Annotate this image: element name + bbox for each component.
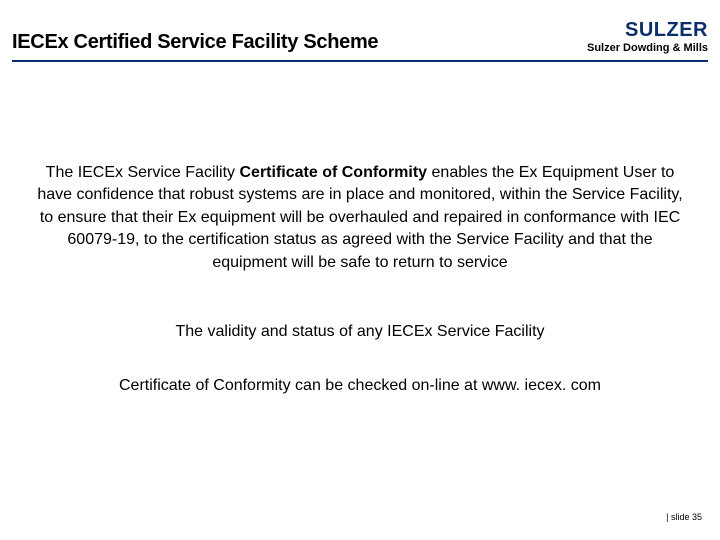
- p2-line2: Certificate of Conformity can be checked…: [119, 377, 601, 394]
- sulzer-logo: SULZER: [587, 20, 708, 40]
- slide-footer: | slide 35: [666, 512, 702, 522]
- slide-title: IECEx Certified Service Facility Scheme: [12, 31, 378, 54]
- slide-content: The IECEx Service Facility Certificate o…: [0, 62, 720, 400]
- brand-subtitle: Sulzer Dowding & Mills: [587, 42, 708, 54]
- brand-block: SULZER Sulzer Dowding & Mills: [587, 20, 708, 54]
- slide-header: IECEx Certified Service Facility Scheme …: [0, 0, 720, 62]
- header-divider: [12, 60, 708, 62]
- p1-pre: The IECEx Service Facility: [46, 164, 240, 181]
- header-row: IECEx Certified Service Facility Scheme …: [12, 20, 708, 58]
- p1-bold: Certificate of Conformity: [240, 164, 428, 181]
- paragraph-2: The validity and status of any IECEx Ser…: [30, 318, 690, 400]
- p2-line1: The validity and status of any IECEx Ser…: [175, 323, 544, 340]
- paragraph-1: The IECEx Service Facility Certificate o…: [30, 162, 690, 274]
